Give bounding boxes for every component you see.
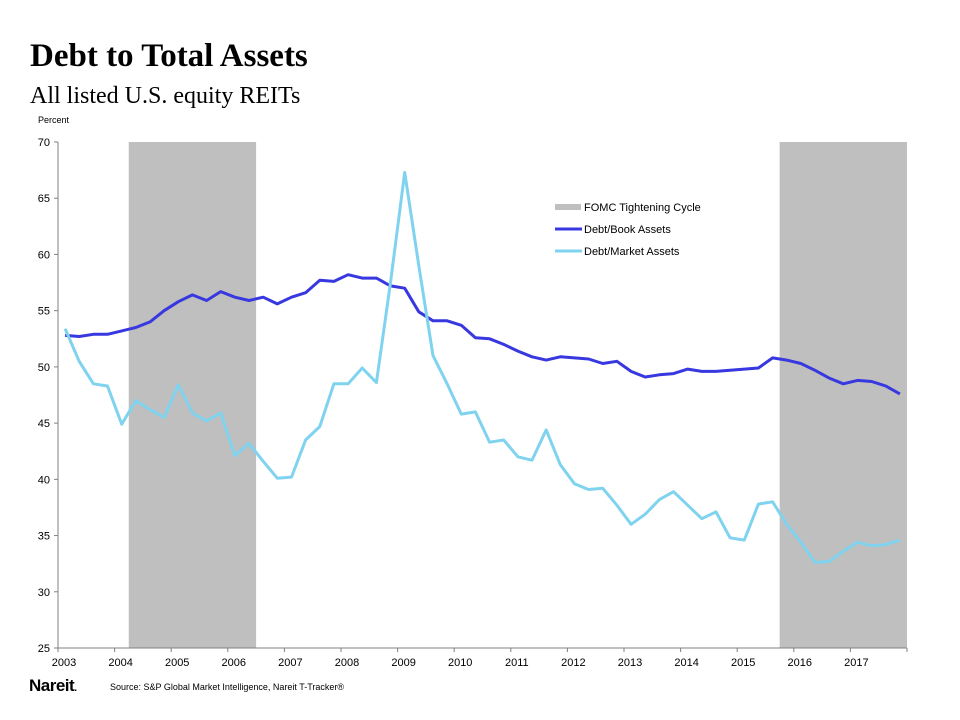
x-tick-label: 2017 [844, 657, 868, 669]
chart-subtitle: All listed U.S. equity REITs [30, 83, 301, 109]
x-tick-label: 2013 [618, 657, 642, 669]
fomc-shaded-period [128, 142, 257, 648]
y-tick-label: 50 [38, 362, 50, 374]
y-axis-label: Percent [38, 115, 70, 125]
legend: FOMC Tightening Cycle Debt/Book Assets Deb… [555, 202, 701, 258]
y-tick-label: 65 [38, 193, 50, 205]
x-tick-label: 2004 [108, 657, 132, 669]
y-tick-label: 35 [38, 531, 50, 543]
x-tick-label: 2006 [222, 657, 246, 669]
y-tick-label: 45 [38, 418, 50, 430]
chart-title: Debt to Total Assets [30, 38, 308, 74]
x-tick-label: 2016 [788, 657, 812, 669]
source-note: Source: S&P Global Market Intelligence, … [110, 682, 345, 692]
x-tick-label: 2010 [448, 657, 472, 669]
x-tick-label: 2014 [674, 657, 698, 669]
x-tick-label: 2005 [165, 657, 189, 669]
y-tick-label: 55 [38, 306, 50, 318]
y-tick-label: 30 [38, 587, 50, 599]
x-tick-label: 2011 [505, 657, 529, 669]
y-tick-label: 25 [38, 643, 50, 655]
x-tick-label: 2009 [391, 657, 415, 669]
fomc-shaded-period [779, 142, 907, 648]
x-tick-label: 2008 [335, 657, 359, 669]
debt-book-assets-line [64, 273, 901, 396]
x-tick-label: 2015 [731, 657, 755, 669]
x-tick-label: 2007 [278, 657, 302, 669]
legend-label-fomc: FOMC Tightening Cycle [584, 202, 701, 214]
legend-swatch-fomc [555, 204, 581, 210]
x-tick-label: 2012 [561, 657, 585, 669]
y-tick-label: 40 [38, 474, 50, 486]
nareit-logo: Nareit. [29, 676, 77, 695]
y-tick-label: 60 [38, 249, 50, 261]
y-tick-label: 70 [38, 137, 50, 149]
x-tick-label: 2003 [52, 657, 76, 669]
legend-label-book: Debt/Book Assets [584, 224, 671, 236]
legend-label-market: Debt/Market Assets [584, 246, 680, 258]
debt-market-assets-line [63, 170, 901, 564]
